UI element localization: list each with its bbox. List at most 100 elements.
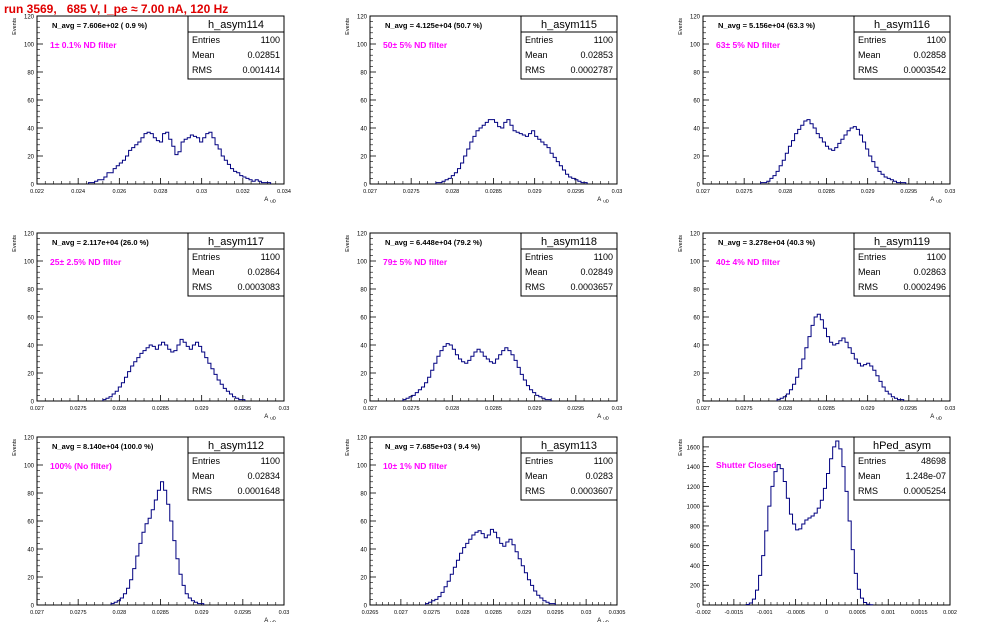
y-tick-label: 1000 (687, 505, 701, 511)
stats-value: 0.0002496 (903, 282, 946, 292)
stats-value: 1100 (261, 456, 280, 466)
y-tick-label: 600 (690, 544, 701, 550)
filter-label: 25± 2.5% ND filter (50, 257, 122, 267)
y-tick-label: 100 (24, 43, 35, 49)
y-tick-label: 120 (24, 232, 35, 238)
x-tick-label: 0.027 (363, 189, 377, 195)
histogram-line (776, 313, 905, 401)
histogram-line (402, 343, 552, 401)
x-tick-label: 0.029 (195, 610, 209, 616)
filter-label: 63± 5% ND filter (716, 40, 781, 50)
stats-value: 0.001414 (242, 65, 280, 75)
y-tick-label: 60 (360, 316, 367, 322)
x-tick-label: 0.03 (612, 406, 623, 412)
y-tick-label: 60 (693, 316, 700, 322)
x-tick-label: 0.03 (612, 189, 623, 195)
y-tick-label: 40 (693, 127, 700, 133)
x-tick-label: 0.0285 (485, 406, 502, 412)
x-tick-label: 0.03 (581, 610, 592, 616)
stats-label: Entries (525, 252, 554, 262)
stats-label: Mean (192, 471, 215, 481)
navg-annotation: N_avg = 6.448e+04 (79.2 %) (385, 238, 483, 247)
y-tick-label: 20 (693, 372, 700, 378)
y-tick-label: 0 (31, 400, 35, 406)
y-tick-label: 40 (27, 548, 34, 554)
stats-label: RMS (192, 282, 212, 292)
y-tick-label: 100 (357, 464, 368, 470)
page-title: run 3569, 685 V, I_pe ≈ 7.00 nA, 120 Hz (4, 2, 229, 16)
y-axis-label: Events (678, 439, 684, 456)
stats-value: 0.0283 (585, 471, 613, 481)
stats-box (853, 232, 951, 297)
y-axis-label: Events (345, 235, 351, 252)
navg-annotation: N_avg = 4.125e+04 (50.7 %) (385, 21, 483, 30)
stats-value: 1100 (594, 35, 613, 45)
stats-value: 0.02863 (913, 267, 946, 277)
y-axis-label: Events (345, 18, 351, 35)
stats-label: RMS (192, 65, 212, 75)
y-tick-label: 120 (357, 232, 368, 238)
filter-label: 10± 1% ND filter (383, 461, 448, 471)
y-tick-label: 120 (690, 15, 701, 21)
x-tick-label: 0.0285 (485, 610, 502, 616)
stats-value: 0.02858 (913, 50, 946, 60)
y-tick-label: 120 (357, 15, 368, 21)
y-tick-label: 20 (27, 576, 34, 582)
y-tick-label: 40 (360, 344, 367, 350)
stats-value: 1100 (261, 252, 280, 262)
stats-box (853, 15, 951, 80)
stats-label: RMS (192, 486, 212, 496)
stats-label: RMS (858, 65, 878, 75)
y-tick-label: 80 (693, 288, 700, 294)
y-tick-label: 400 (690, 564, 701, 570)
stats-box (187, 15, 285, 80)
x-tick-label: -0.0005 (786, 610, 805, 616)
filter-label: 100% (No filter) (50, 461, 112, 471)
panel-h_asym113: 0 20 40 60 80 100 120 0.0265 0.027 0.0275 0.028 0.0… (345, 436, 625, 622)
navg-annotation: N_avg = 2.117e+04 (26.0 %) (52, 238, 149, 247)
y-tick-label: 0 (364, 604, 368, 610)
y-axis-label: Events (12, 18, 18, 35)
x-tick-label: 0.0305 (609, 610, 626, 616)
x-tick-label: 0.028 (456, 610, 470, 616)
stats-box (520, 232, 618, 297)
x-tick-label: 0.028 (112, 610, 126, 616)
histogram-name: h_asym113 (541, 440, 597, 452)
y-tick-label: 60 (27, 316, 34, 322)
y-tick-label: 100 (357, 43, 368, 49)
stats-value: 0.0003083 (237, 282, 280, 292)
stats-label: RMS (525, 486, 545, 496)
x-tick-label: 0.028 (445, 189, 459, 195)
x-tick-label: 0.03 (945, 406, 956, 412)
stats-label: RMS (858, 486, 878, 496)
y-tick-label: 40 (693, 344, 700, 350)
x-tick-label: 0.028 (778, 406, 792, 412)
x-tick-label: 0.0275 (736, 189, 753, 195)
stats-value: 0.02851 (247, 50, 280, 60)
stats-value: 0.02849 (580, 267, 613, 277)
x-tick-label: 0.0285 (152, 610, 169, 616)
x-tick-label: 0.0295 (234, 610, 251, 616)
x-tick-label: 0.0295 (547, 610, 564, 616)
x-tick-label: 0.028 (778, 189, 792, 195)
x-tick-label: 0.0275 (403, 189, 420, 195)
navg-annotation: N_avg = 7.685e+03 ( 9.4 %) (385, 442, 481, 451)
y-tick-label: 0 (364, 400, 368, 406)
histogram-name: h_asym114 (208, 19, 264, 31)
stats-label: RMS (525, 282, 545, 292)
histogram-line (102, 338, 246, 401)
y-tick-label: 40 (360, 127, 367, 133)
x-tick-label: 0.027 (363, 406, 377, 412)
y-tick-label: 100 (357, 260, 368, 266)
x-tick-label: 0.0295 (900, 406, 917, 412)
y-tick-label: 60 (360, 520, 367, 526)
x-tick-label: 0.0275 (423, 610, 440, 616)
y-tick-label: 100 (690, 260, 701, 266)
y-tick-label: 100 (690, 43, 701, 49)
panel-h_asym116: 0 20 40 60 80 100 120 0.027 0.0275 0.028 0.0285 0.0… (678, 15, 955, 204)
x-tick-label: 0.028 (445, 406, 459, 412)
